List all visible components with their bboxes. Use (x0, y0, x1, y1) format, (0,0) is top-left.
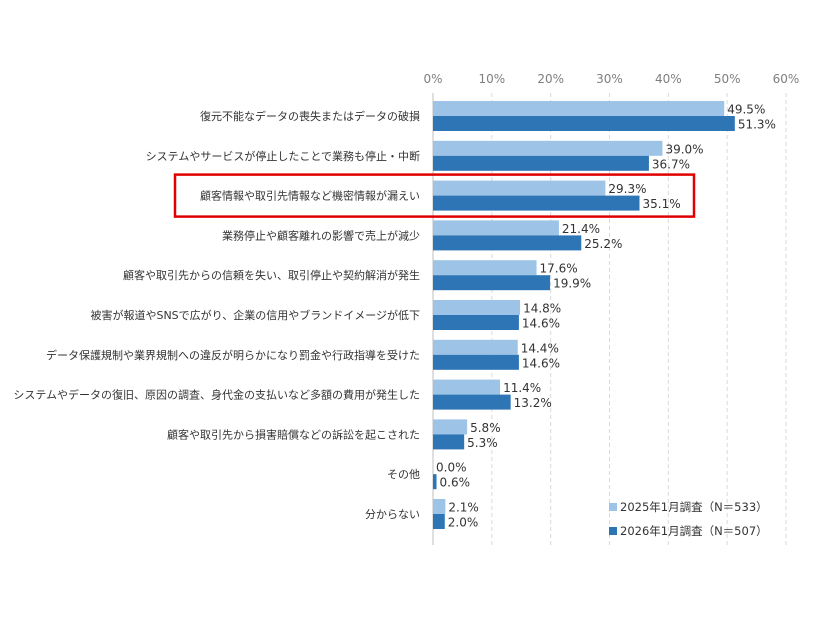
value-label: 19.9% (553, 277, 591, 291)
category-label: データ保護規制や業界規制への違反が明らかになり罰金や行政指導を受けた (46, 348, 420, 362)
bar-2025 (433, 220, 559, 236)
value-label: 29.3% (608, 182, 646, 196)
x-tick-label: 50% (714, 72, 741, 86)
value-label: 21.4% (562, 222, 600, 236)
bar-2026 (433, 275, 551, 291)
bar-2026 (433, 116, 735, 131)
category-label: 顧客や取引先からの信頼を失い、取引停止や契約解消が発生 (123, 268, 420, 282)
x-tick-label: 20% (537, 72, 564, 86)
category-label: その他 (387, 468, 420, 481)
bar-2025 (433, 419, 468, 435)
value-label: 14.4% (521, 341, 559, 355)
value-label: 0.6% (440, 476, 471, 490)
value-label: 11.4% (503, 381, 541, 395)
category-labels: 復元不能なデータの喪失またはデータの破損システムやサービスが停止したことで業務も… (13, 109, 420, 521)
value-label: 14.8% (523, 302, 561, 316)
x-tick-label: 40% (655, 72, 682, 86)
legend-label-2026: 2026年1月調査（N＝507） (620, 524, 768, 538)
bar-2026 (433, 434, 465, 450)
value-label: 49.5% (727, 103, 765, 117)
bar-2026 (433, 474, 437, 490)
legend-label-2025: 2025年1月調査（N＝533） (620, 500, 768, 514)
bar-2025 (433, 101, 725, 116)
category-label: 復元不能なデータの喪失またはデータの破損 (200, 109, 420, 123)
bar-2025 (433, 300, 521, 315)
bar-2026 (433, 315, 519, 330)
bar-2025 (433, 140, 663, 156)
x-axis-ticks: 0% 10% 20% 30% 40% 50% 60% (423, 72, 799, 86)
value-label: 17.6% (540, 262, 578, 276)
value-label: 13.2% (514, 396, 552, 410)
value-label: 14.6% (522, 317, 560, 331)
x-tick-label: 30% (596, 72, 623, 86)
legend-swatch-2025 (609, 503, 617, 511)
bar-2026 (433, 235, 582, 251)
x-tick-label: 10% (478, 72, 505, 86)
value-label: 14.6% (522, 356, 560, 370)
legend: 2025年1月調査（N＝533） 2026年1月調査（N＝507） (609, 500, 768, 538)
category-label: 顧客や取引先から損害賠償などの訴訟を起こされた (167, 427, 420, 441)
category-label: 顧客情報や取引先情報など機密情報が漏えい (200, 189, 420, 203)
value-label: 36.7% (652, 157, 690, 171)
bar-2025 (433, 339, 518, 355)
value-labels: 49.5%51.3% 39.0%36.7% 29.3%35.1% 21.4%25.2%… (436, 103, 776, 530)
value-label: 5.8% (470, 421, 501, 435)
bar-2026 (433, 155, 649, 171)
bar-2025 (433, 499, 446, 514)
value-label: 25.2% (584, 237, 622, 251)
x-tick-label: 0% (423, 72, 442, 86)
category-label: 被害が報道やSNSで広がり、企業の信用やブランドイメージが低下 (90, 308, 420, 322)
bar-2025 (433, 260, 537, 276)
bar-2026 (433, 195, 640, 211)
value-label: 35.1% (643, 197, 681, 211)
bar-2026 (433, 394, 511, 410)
category-label: システムやサービスが停止したことで業務も停止・中断 (146, 149, 420, 163)
bar-2026 (433, 354, 519, 370)
bar-2025 (433, 379, 501, 395)
bar-2026 (433, 514, 445, 529)
value-label: 2.1% (448, 501, 479, 515)
category-label: 分からない (365, 508, 420, 521)
highlight-box (173, 173, 696, 218)
bars (433, 101, 735, 529)
category-label: システムやデータの復旧、原因の調査、身代金の支払いなど多額の費用が発生した (13, 388, 420, 402)
category-label: 業務停止や顧客離れの影響で売上が減少 (222, 228, 420, 242)
value-label: 51.3% (738, 118, 776, 132)
value-label: 5.3% (467, 436, 498, 450)
value-label: 0.0% (436, 461, 467, 475)
x-tick-label: 60% (773, 72, 800, 86)
legend-swatch-2026 (609, 527, 617, 535)
value-label: 39.0% (665, 142, 703, 156)
value-label: 2.0% (448, 516, 479, 530)
bar-2025 (433, 180, 606, 196)
